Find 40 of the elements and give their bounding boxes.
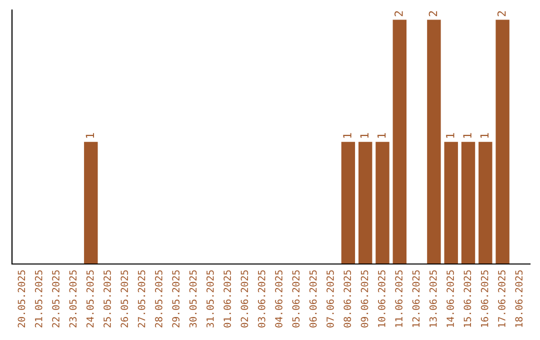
data-label: 1 (86, 133, 94, 138)
x-tick-label: 23.05.2025 (69, 270, 77, 328)
data-label: 2 (394, 11, 403, 16)
x-tick-label: 11.06.2025 (395, 270, 402, 327)
x-tick-label: 30.05.2025 (189, 270, 197, 328)
data-label: 1 (377, 133, 386, 138)
data-label: 2 (497, 11, 506, 16)
data-label: 1 (446, 133, 454, 138)
data-label: 2 (428, 11, 438, 16)
x-tick-label: 28.05.2025 (155, 270, 162, 328)
x-tick-label: 21.05.2025 (34, 270, 42, 328)
x-tick-label: 04.06.2025 (275, 270, 282, 328)
x-tick-label: 08.06.2025 (344, 270, 352, 328)
x-tick-label: 06.06.2025 (309, 270, 317, 328)
data-label: 1 (360, 133, 368, 138)
x-tick-label: 13.06.2025 (429, 270, 437, 327)
x-tick-label: 31.05.2025 (206, 270, 214, 328)
data-label: 1 (480, 133, 488, 138)
x-tick-label: 09.06.2025 (360, 270, 368, 328)
x-tick-label: 20.05.2025 (18, 270, 26, 328)
x-tick-label: 12.06.2025 (412, 270, 420, 327)
x-tick-label: 22.05.2025 (52, 270, 60, 328)
x-tick-label: 05.06.2025 (292, 270, 300, 328)
x-tick-label: 07.06.2025 (326, 270, 334, 328)
x-tick-label: 14.06.2025 (446, 270, 454, 327)
x-tick-label: 29.05.2025 (172, 270, 180, 328)
x-tick-label: 01.06.2025 (224, 270, 231, 328)
data-label: 1 (463, 133, 472, 138)
x-tick-label: 02.06.2025 (240, 270, 248, 328)
x-tick-label: 16.06.2025 (480, 270, 488, 327)
x-tick-label: 26.05.2025 (120, 270, 128, 328)
x-tick-label: 25.05.2025 (104, 270, 111, 328)
x-tick-label: 18.06.2025 (515, 270, 523, 327)
data-label: 1 (343, 133, 352, 138)
x-tick-label: 03.06.2025 (258, 270, 266, 328)
x-tick-label: 10.06.2025 (378, 270, 386, 327)
x-tick-label: 27.05.2025 (138, 270, 146, 328)
x-tick-label: 17.06.2025 (498, 270, 506, 327)
x-tick-label: 15.06.2025 (464, 270, 472, 327)
x-tick-label: 24.05.2025 (86, 270, 94, 328)
